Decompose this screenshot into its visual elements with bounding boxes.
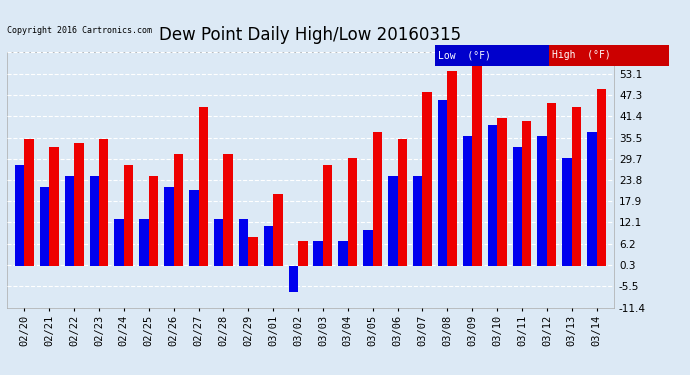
Bar [338, 241, 348, 266]
Bar [174, 154, 183, 266]
Bar [373, 132, 382, 266]
Text: Copyright 2016 Cartronics.com: Copyright 2016 Cartronics.com [7, 26, 152, 35]
Bar [99, 140, 108, 266]
Bar [323, 165, 333, 266]
Bar [49, 147, 59, 266]
Bar [572, 107, 581, 266]
Bar [149, 176, 158, 266]
Bar [65, 176, 74, 266]
Bar [422, 92, 432, 266]
Bar [348, 158, 357, 266]
Bar [547, 103, 556, 266]
Bar [224, 154, 233, 266]
Bar [239, 219, 248, 266]
Bar [597, 89, 606, 266]
Bar [90, 176, 99, 266]
Bar [397, 140, 407, 266]
Bar [214, 219, 224, 266]
Text: Low  (°F): Low (°F) [438, 51, 491, 60]
Bar [538, 136, 547, 266]
Bar [74, 143, 83, 266]
Text: Dew Point Daily High/Low 20160315: Dew Point Daily High/Low 20160315 [159, 26, 462, 44]
Bar [497, 118, 506, 266]
Bar [472, 49, 482, 266]
Bar [413, 176, 422, 266]
Bar [363, 230, 373, 266]
Bar [388, 176, 397, 266]
Bar [438, 100, 447, 266]
Bar [199, 107, 208, 266]
Bar [164, 186, 174, 266]
Bar [313, 241, 323, 266]
Bar [248, 237, 258, 266]
Bar [447, 70, 457, 266]
Bar [513, 147, 522, 266]
Bar [522, 122, 531, 266]
Bar [463, 136, 472, 266]
Bar [288, 266, 298, 292]
Bar [115, 219, 124, 266]
Bar [264, 226, 273, 266]
Bar [562, 158, 572, 266]
Bar [273, 194, 283, 266]
Text: High  (°F): High (°F) [552, 51, 611, 60]
Bar [15, 165, 24, 266]
Bar [587, 132, 597, 266]
Bar [298, 241, 308, 266]
Bar [24, 140, 34, 266]
Bar [124, 165, 133, 266]
Bar [189, 190, 199, 266]
Bar [40, 186, 49, 266]
Bar [139, 219, 149, 266]
Bar [488, 125, 497, 266]
